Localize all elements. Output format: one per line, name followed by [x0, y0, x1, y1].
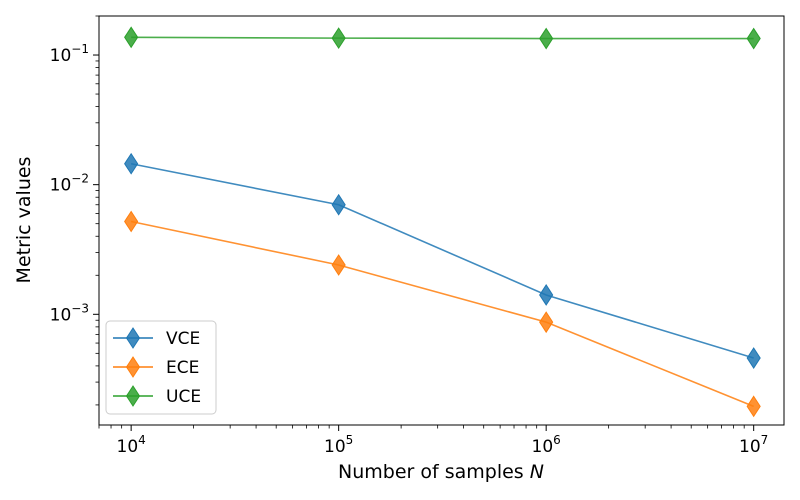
- x-tick-label: 106: [532, 433, 561, 457]
- legend-label: ECE: [166, 358, 199, 378]
- plot-frame: [98, 15, 785, 426]
- series-line: [130, 162, 754, 359]
- data-point: [539, 311, 554, 334]
- series-line: [130, 220, 754, 408]
- data-point: [746, 347, 761, 369]
- series-vce: [124, 152, 761, 369]
- legend-entry-ece: ECE: [113, 356, 199, 378]
- y-tick-label: 10−1: [50, 42, 89, 66]
- x-tick-label: 107: [739, 433, 768, 457]
- data-point: [539, 284, 554, 306]
- data-point: [331, 193, 346, 216]
- y-minor-ticks: [95, 15, 99, 406]
- y-ticks: 10−1 10−2 10−3: [50, 42, 99, 325]
- x-axis-label: Number of samples N: [338, 461, 544, 483]
- legend-marker: [125, 327, 141, 349]
- legend-label: VCE: [166, 329, 200, 349]
- y-tick-label: 10−2: [50, 172, 89, 196]
- series-layer: [124, 26, 761, 418]
- data-point: [539, 27, 554, 50]
- series-line: [131, 36, 754, 40]
- legend-marker: [125, 385, 141, 407]
- data-point: [124, 210, 139, 233]
- legend-label: UCE: [166, 387, 201, 407]
- series-uce: [124, 26, 761, 50]
- data-point: [124, 26, 139, 49]
- data-point: [746, 27, 761, 50]
- legend-entry-uce: UCE: [113, 385, 201, 407]
- data-point: [746, 395, 761, 418]
- data-point: [331, 254, 346, 276]
- data-point: [124, 152, 139, 175]
- legend: VCE ECE UCE: [105, 320, 217, 415]
- series-ece: [124, 210, 761, 418]
- data-point: [331, 27, 346, 50]
- x-tick-label: 105: [324, 433, 353, 457]
- x-minor-ticks: [98, 425, 745, 429]
- x-ticks: 104 105 106 107: [117, 425, 768, 457]
- legend-entry-vce: VCE: [113, 327, 200, 349]
- y-tick-label: 10−3: [50, 301, 89, 325]
- legend-marker: [125, 356, 141, 378]
- y-axis-label: Metric values: [13, 157, 35, 284]
- x-tick-label: 104: [117, 433, 146, 457]
